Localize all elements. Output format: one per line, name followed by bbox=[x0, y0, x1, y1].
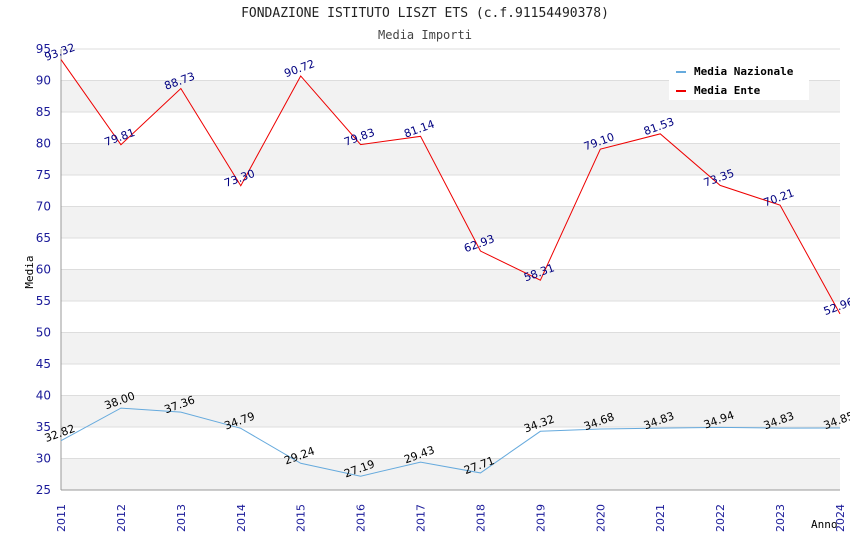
x-tick-label: 2011 bbox=[55, 504, 68, 532]
y-tick-label: 40 bbox=[36, 389, 51, 403]
y-axis-ticks: 25 30 35 40 45 50 55 60 65 70 75 80 85 90 95 bbox=[36, 42, 51, 497]
series-line-media-ente bbox=[60, 59, 841, 315]
y-tick-label: 80 bbox=[36, 137, 51, 151]
series-line-media-nazionale bbox=[60, 407, 841, 477]
legend-box bbox=[669, 60, 809, 100]
x-tick-label: 2022 bbox=[714, 504, 727, 532]
grid-bands bbox=[61, 80, 840, 490]
grid-band bbox=[61, 269, 840, 301]
x-tick-label: 2019 bbox=[534, 504, 547, 532]
y-tick-label: 85 bbox=[36, 105, 51, 119]
legend-label-media-ente: Media Ente bbox=[694, 84, 761, 97]
legend: Media Nazionale Media Ente bbox=[669, 60, 809, 100]
grid-band bbox=[61, 458, 840, 490]
x-tick-label: 2024 bbox=[834, 504, 847, 532]
x-tick-label: 2023 bbox=[774, 504, 787, 532]
x-tick-label: 2020 bbox=[594, 504, 607, 532]
x-tick-label: 2018 bbox=[474, 504, 487, 532]
y-tick-label: 60 bbox=[36, 263, 51, 277]
legend-label-media-nazionale: Media Nazionale bbox=[694, 65, 794, 78]
x-tick-label: 2021 bbox=[654, 504, 667, 532]
y-tick-label: 50 bbox=[36, 326, 51, 340]
y-tick-label: 25 bbox=[36, 483, 51, 497]
y-tick-label: 35 bbox=[36, 420, 51, 434]
series-lines bbox=[60, 59, 841, 477]
data-label: 90.72 bbox=[282, 57, 316, 80]
y-tick-label: 75 bbox=[36, 168, 51, 182]
y-tick-label: 70 bbox=[36, 200, 51, 214]
y-tick-label: 55 bbox=[36, 294, 51, 308]
y-tick-label: 90 bbox=[36, 74, 51, 88]
y-tick-label: 95 bbox=[36, 42, 51, 56]
data-label: 81.14 bbox=[402, 118, 436, 141]
y-tick-label: 65 bbox=[36, 231, 51, 245]
data-label: 70.21 bbox=[762, 186, 796, 209]
chart-title: FONDAZIONE ISTITUTO LISZT ETS (c.f.91154… bbox=[241, 6, 609, 21]
x-axis-label: Anno bbox=[811, 518, 838, 531]
chart-subtitle: Media Importi bbox=[378, 28, 472, 42]
grid-band bbox=[61, 206, 840, 238]
grid-band bbox=[61, 143, 840, 175]
x-tick-label: 2012 bbox=[115, 504, 128, 532]
grid-band bbox=[61, 332, 840, 364]
x-axis-ticks: 2011 2012 2013 2014 2015 2016 2017 2018 2019 2020… bbox=[55, 504, 847, 532]
y-tick-label: 30 bbox=[36, 452, 51, 466]
x-tick-label: 2017 bbox=[415, 504, 428, 532]
x-tick-label: 2013 bbox=[175, 504, 188, 532]
x-tick-label: 2016 bbox=[355, 504, 368, 532]
y-tick-label: 45 bbox=[36, 357, 51, 371]
x-tick-label: 2014 bbox=[235, 504, 248, 532]
y-axis-label: Media bbox=[23, 255, 36, 288]
x-tick-label: 2015 bbox=[295, 504, 308, 532]
grid-band bbox=[61, 395, 840, 427]
